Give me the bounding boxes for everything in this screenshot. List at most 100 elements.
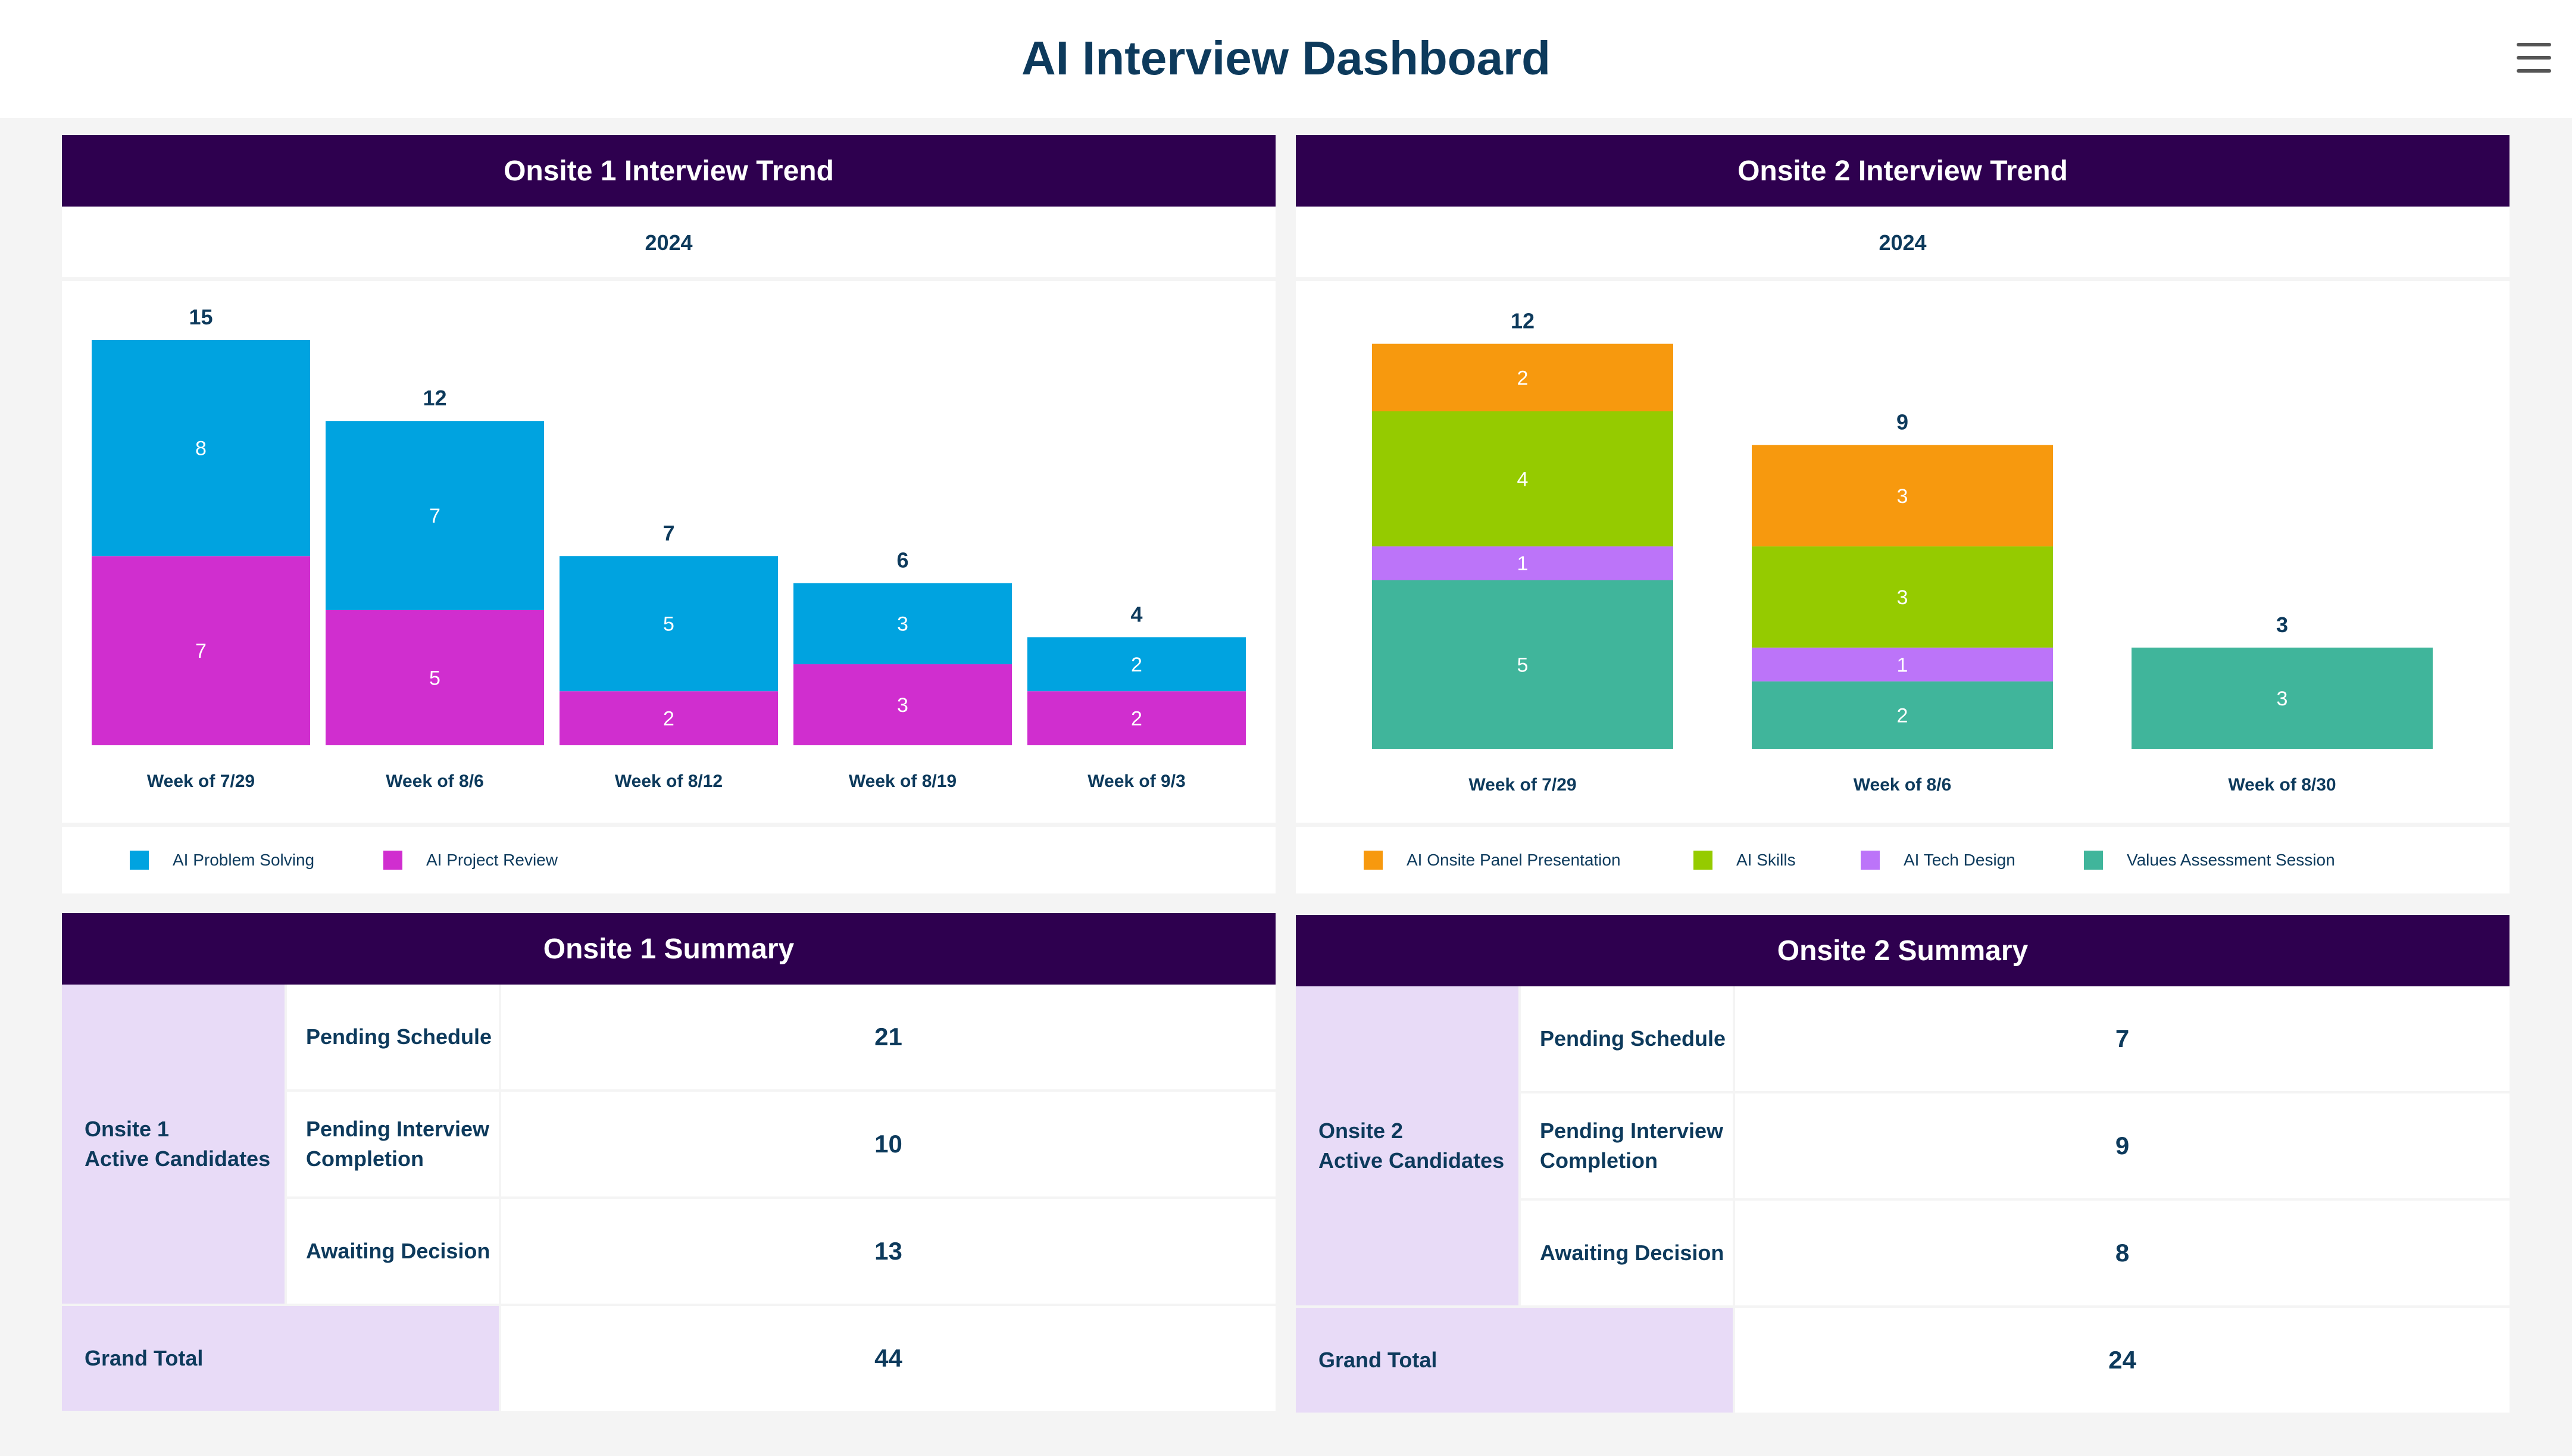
summary-row-label-line2: Completion [306,1146,424,1171]
summary-row-value: 21 [501,985,1276,1089]
onsite1-chart-area: 7 8 15 Week of 7/29 5 7 12 Week of 8/6 2 5 7 Week o… [62,281,1276,823]
bar-segment[interactable] [1372,343,1673,411]
bar-segment[interactable] [560,691,778,745]
summary-row-value: 13 [501,1199,1276,1304]
bar-segment-label: 3 [897,694,908,717]
legend-label: AI Skills [1736,851,1796,869]
summary-row-value: 9 [1735,1093,2510,1198]
bar-segment-label: 4 [1517,468,1529,490]
bar-segment[interactable] [1372,580,1673,749]
x-axis-tick-label: Week of 7/29 [147,771,255,791]
onsite1-chart-header: Onsite 1 Interview Trend [62,135,1276,207]
legend-label: AI Onsite Panel Presentation [1407,851,1621,869]
bar-segment-label: 2 [663,708,674,730]
bar-segment-label: 8 [195,438,207,460]
summary-row-label: Pending Interview Completion [287,1092,499,1196]
onsite1-subtitle-bar: 2024 [62,207,1276,277]
summary-row-label-line2: Completion [1540,1148,1658,1173]
summary-row-label: Pending Interview Completion [1521,1093,1733,1198]
bar-total-label: 12 [1511,309,1535,333]
bar-segment[interactable] [793,583,1012,664]
summary-row-label-line1: Pending Interview [306,1117,490,1141]
summary-row-value: 7 [1735,986,2510,1091]
legend-item-ai-problem-solving: AI Problem Solving [130,851,314,870]
onsite2-subtitle-bar: 2024 [1296,207,2510,277]
legend-swatch [383,851,402,870]
bar-total-label: 3 [2276,613,2288,637]
bar-segment[interactable] [2132,647,2433,749]
bar-total-label: 4 [1130,602,1142,626]
legend-swatch [1364,851,1383,870]
bar-segment-label: 3 [1897,485,1908,508]
onsite1-chart-subtitle: 2024 [645,230,693,255]
bar-total-label: 7 [662,521,674,545]
x-axis-tick-label: Week of 7/29 [1468,775,1576,795]
bar-segment[interactable] [1752,445,2053,546]
onsite2-summary-header: Onsite 2 Summary [1296,915,2510,986]
onsite2-legend: AI Onsite Panel Presentation AI Skills A… [1296,827,2510,893]
group-label-line2: Active Candidates [1318,1148,1505,1173]
page-title: AI Interview Dashboard [1021,32,1551,85]
bar-total-label: 9 [1896,410,1908,435]
summary-row-label: Pending Schedule [1521,986,1733,1091]
bar-segment[interactable] [1372,411,1673,546]
summary-row-label: Awaiting Decision [287,1199,499,1304]
onsite1-stacked-bar-chart: 7 8 15 Week of 7/29 5 7 12 Week of 8/6 2 5 7 Week o… [92,305,1246,791]
bar-segment[interactable] [1027,637,1246,692]
group-label-line1: Onsite 2 [1318,1118,1404,1143]
onsite1-active-candidates-label: Onsite 1 Active Candidates [62,985,285,1304]
legend-swatch [130,851,149,870]
grand-total-label: Grand Total [62,1306,499,1411]
summary-row-value: 10 [501,1092,1276,1196]
bar-total-label: 15 [189,305,212,329]
bar-segment[interactable] [1752,546,2053,648]
legend-label: AI Tech Design [1904,851,2015,869]
bar-segment[interactable] [560,556,778,692]
bar-total-label: 6 [896,548,908,573]
group-label-line2: Active Candidates [85,1146,271,1171]
bar-segment-label: 3 [2277,688,2288,710]
bar-segment[interactable] [326,421,544,610]
x-axis-tick-label: Week of 8/19 [849,771,957,791]
grand-total-value: 44 [501,1306,1276,1411]
onsite2-chart-header: Onsite 2 Interview Trend [1296,135,2510,207]
legend-item-ai-onsite-panel-presentation: AI Onsite Panel Presentation [1364,851,1621,870]
bar-segment-label: 3 [1897,586,1908,609]
bar-segment[interactable] [1752,681,2053,749]
onsite2-chart-area: 5 1 4 2 12 Week of 7/29 2 1 3 3 9 Week of 8/6 3 3 Week… [1296,281,2510,823]
bar-segment[interactable] [1752,647,2053,682]
bar-segment-label: 5 [429,667,440,690]
bar-segment[interactable] [793,664,1012,745]
legend-swatch [1693,851,1712,870]
bar-segment-label: 3 [897,613,908,636]
x-axis-tick-label: Week of 9/3 [1087,771,1186,791]
legend-item-ai-skills: AI Skills [1693,851,1796,870]
hamburger-menu-icon[interactable] [2517,43,2551,73]
summary-row-label-line1: Pending Interview [1540,1118,1724,1143]
bar-segment[interactable] [326,610,544,745]
bar-segment-label: 2 [1131,708,1142,730]
summary-row-label: Awaiting Decision [1521,1201,1733,1305]
legend-item-values-assessment-session: Values Assessment Session [2084,851,2335,870]
bar-segment-label: 1 [1897,654,1908,676]
bar-segment-label: 5 [663,613,674,636]
bar-segment[interactable] [1027,691,1246,745]
summary-row-value: 8 [1735,1201,2510,1305]
legend-swatch [2084,851,2103,870]
legend-item-ai-project-review: AI Project Review [383,851,558,870]
top-bar: AI Interview Dashboard [0,0,2572,118]
bar-segment-label: 1 [1517,552,1529,575]
bar-segment[interactable] [1372,546,1673,580]
onsite2-active-candidates-label: Onsite 2 Active Candidates [1296,986,1518,1305]
x-axis-tick-label: Week of 8/6 [386,771,484,791]
legend-label: AI Problem Solving [173,851,315,869]
bar-total-label: 12 [423,386,446,410]
bar-segment[interactable] [92,556,310,745]
bar-segment[interactable] [92,340,310,557]
bar-segment-label: 7 [429,505,440,527]
bar-segment-label: 2 [1897,704,1908,727]
onsite2-chart-subtitle: 2024 [1879,230,1927,255]
grand-total-value: 24 [1735,1308,2510,1413]
bar-segment-label: 7 [195,640,207,663]
bar-segment-label: 2 [1517,367,1529,389]
